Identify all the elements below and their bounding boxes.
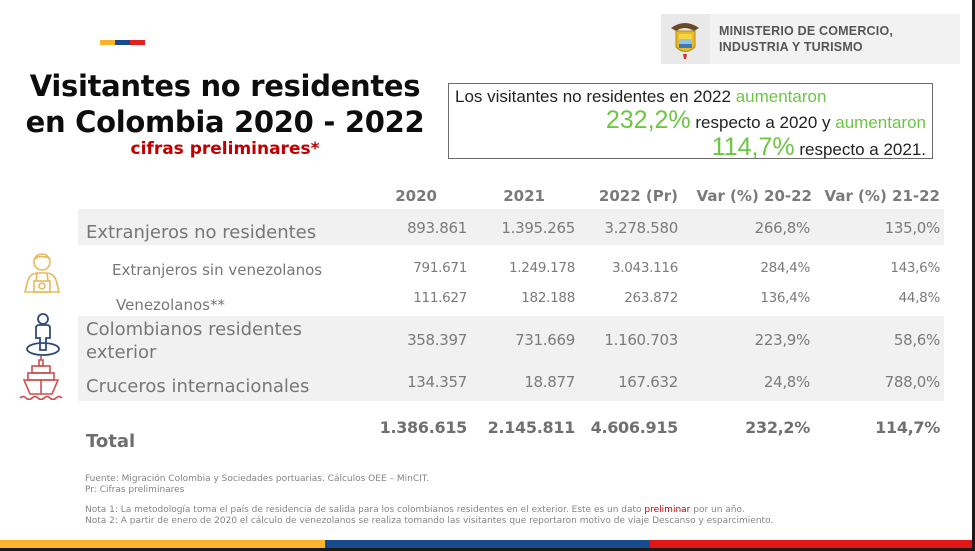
nota-1: Nota 1: La metodología toma el país de r… — [85, 505, 745, 516]
col-header-2022: 2022 (Pr) — [598, 187, 678, 205]
cell: 136,4% — [760, 290, 810, 306]
cell: 24,8% — [763, 373, 810, 391]
callout-text-2: respecto a 2020 y — [690, 113, 836, 132]
callout-value-2: 114,7% — [711, 133, 795, 161]
callout-value-1: 232,2% — [605, 106, 691, 134]
cell: 791.671 — [413, 260, 467, 276]
row-label-colombianos: Colombianos residentes exterior — [86, 318, 302, 364]
row-bg-extranjeros — [78, 209, 944, 245]
right-edge — [972, 0, 975, 551]
cruise-ship-icon — [19, 356, 63, 404]
cell: 182.188 — [521, 290, 575, 306]
cell: 266,8% — [754, 219, 811, 237]
cell: 58,6% — [893, 331, 940, 349]
person-location-icon — [24, 312, 62, 362]
accent-red — [130, 40, 145, 45]
row-label-extranjeros: Extranjeros no residentes — [86, 222, 317, 243]
total-cell: 2.145.811 — [487, 418, 576, 437]
col-header-2020: 2020 — [395, 187, 437, 205]
cell: 1.395.265 — [501, 219, 575, 237]
page-subtitle: cifras preliminares* — [130, 139, 320, 159]
footer-bar-red — [650, 540, 972, 548]
nota-2: Nota 2: A partir de enero de 2020 el cál… — [85, 516, 774, 526]
cell: 284,4% — [760, 260, 810, 276]
tourist-camera-icon — [22, 250, 62, 298]
row-label-venezolanos: Venezolanos** — [116, 296, 225, 314]
ministry-name: MINISTERIO DE COMERCIO, INDUSTRIA Y TURI… — [719, 23, 893, 55]
cell: 263.872 — [624, 290, 678, 306]
accent-blue — [115, 40, 130, 45]
source-note: Fuente: Migración Colombia y Sociedades … — [85, 474, 430, 484]
nota-1-text-a: Nota 1: La metodología toma el país de r… — [85, 505, 645, 515]
cell: 167.632 — [618, 373, 678, 391]
callout-increase-1: aumentaron — [735, 87, 827, 106]
bottom-edge — [0, 548, 975, 551]
total-cell: 1.386.615 — [379, 418, 468, 437]
col-header-2021: 2021 — [503, 187, 545, 205]
total-cell: 4.606.915 — [590, 418, 679, 437]
cell: 3.278.580 — [604, 219, 678, 237]
cell: 223,9% — [754, 331, 811, 349]
callout-line-1: Los visitantes no residentes en 2022 aum… — [455, 86, 926, 108]
cell: 788,0% — [884, 373, 941, 391]
col-header-var-20-22: Var (%) 20-22 — [696, 187, 812, 205]
callout-line-2: 232,2% respecto a 2020 y aumentaron — [455, 108, 926, 135]
cell: 731.669 — [515, 331, 575, 349]
cell: 1.160.703 — [604, 331, 678, 349]
cell: 143,6% — [890, 260, 940, 276]
cell: 135,0% — [884, 219, 941, 237]
callout-line-3: 114,7% respecto a 2021. — [455, 135, 926, 162]
cell: 44,8% — [898, 290, 941, 306]
cell: 1.249.178 — [508, 260, 575, 276]
cell: 3.043.116 — [611, 260, 678, 276]
row-label-colombianos-line-1: Colombianos residentes — [86, 319, 302, 340]
footer-bar-blue — [325, 540, 650, 548]
title-line-2: en Colombia 2020 - 2022 — [25, 105, 425, 139]
footer-bar-yellow — [0, 540, 325, 548]
cell: 111.627 — [413, 290, 467, 306]
nota-1-preliminar: preliminar — [644, 505, 691, 515]
cell: 893.861 — [407, 219, 467, 237]
nota-1-text-b: por un año. — [690, 505, 745, 515]
callout-text-3: respecto a 2021. — [794, 140, 926, 159]
cell: 18.877 — [524, 373, 575, 391]
row-label-cruceros: Cruceros internacionales — [86, 376, 310, 397]
pr-note: Pr: Cifras preliminares — [85, 485, 185, 495]
row-label-colombianos-line-2: exterior — [86, 342, 157, 363]
callout-text-1: Los visitantes no residentes en 2022 — [455, 87, 736, 106]
cell: 134.357 — [407, 373, 467, 391]
ministry-logo: MINISTERIO DE COMERCIO, INDUSTRIA Y TURI… — [661, 14, 960, 64]
total-cell: 114,7% — [875, 418, 940, 437]
accent-yellow — [100, 40, 115, 45]
ministry-line-1: MINISTERIO DE COMERCIO, — [719, 24, 894, 38]
callout-increase-2: aumentaron — [835, 113, 926, 132]
row-label-total: Total — [86, 431, 136, 452]
title-line-1: Visitantes no residentes — [29, 69, 421, 103]
cell: 358.397 — [407, 331, 467, 349]
page-title: Visitantes no residentes en Colombia 202… — [10, 68, 440, 140]
coat-of-arms-icon — [661, 14, 710, 64]
row-label-sin-venezolanos: Extranjeros sin venezolanos — [112, 261, 323, 279]
ministry-line-2: INDUSTRIA Y TURISMO — [719, 40, 863, 54]
col-header-var-21-22: Var (%) 21-22 — [824, 187, 940, 205]
highlight-callout: Los visitantes no residentes en 2022 aum… — [448, 83, 933, 162]
total-cell: 232,2% — [745, 418, 810, 437]
row-bg-colombianos-cruceros — [78, 316, 944, 401]
